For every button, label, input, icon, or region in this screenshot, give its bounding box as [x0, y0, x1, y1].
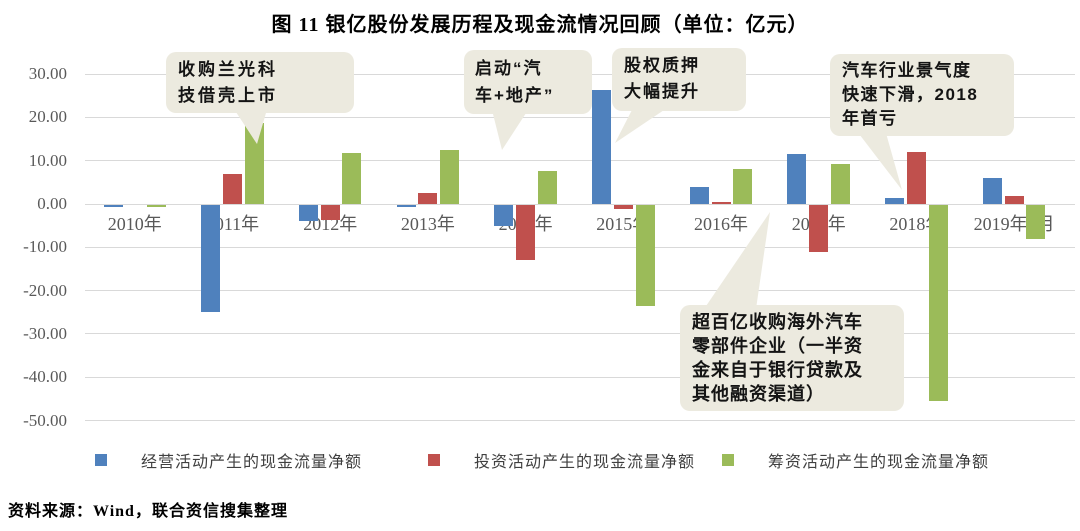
bar-financing-2012年: [342, 152, 362, 204]
bar-financing-2017年: [830, 163, 850, 204]
y-axis-tick-label: 0.00: [37, 194, 67, 213]
gridline: [85, 333, 1075, 335]
y-axis-tick-label: 30.00: [28, 64, 67, 83]
bar-operating-2018年: [885, 197, 905, 204]
gridline: [85, 420, 1075, 422]
bar-financing-2016年: [733, 168, 753, 204]
legend-label-financing: 筹资活动产生的现金流量净额: [768, 454, 990, 471]
y-axis-tick-label: -20.00: [23, 280, 67, 300]
gridline: [85, 376, 1075, 378]
callout-2015-equity-pledge: 股权质押 大幅提升: [612, 48, 746, 111]
bar-operating-2017年: [787, 154, 807, 204]
y-axis-tick-label: 20.00: [28, 107, 67, 127]
bar-operating-2016年: [689, 186, 709, 204]
gridline: [85, 116, 1075, 118]
bar-investing-2017年: [809, 205, 829, 253]
bar-investing-2018年: [906, 151, 926, 204]
legend-item-investing: 投资活动产生的现金流量净额: [428, 448, 695, 472]
bar-investing-2012年: [320, 205, 340, 221]
bar-operating-2019年9月: [982, 178, 1002, 204]
bar-operating-2011年: [201, 205, 221, 313]
gridline: [85, 160, 1075, 162]
y-axis-tick-label: -30.00: [23, 323, 67, 343]
chart-title: 图 11 银亿股份发展历程及现金流情况回顾（单位：亿元）: [271, 14, 809, 36]
callout-2017-overseas-acquisition: 超百亿收购海外汽车 零部件企业（一半资 金来自于银行贷款及 其他融资渠道）: [680, 305, 904, 412]
legend-swatch-investing: [428, 454, 440, 466]
y-axis-tick-label: 10.00: [28, 150, 67, 170]
legend-label-investing: 投资活动产生的现金流量净额: [474, 454, 696, 471]
bar-operating-2013年: [396, 205, 416, 207]
source-note: 资料来源：Wind，联合资信搜集整理: [8, 503, 288, 520]
x-axis-category-label: 2019年9月: [973, 214, 1055, 234]
legend: 经营活动产生的现金流量净额 投资活动产生的现金流量净额 筹资活动产生的现金流量净…: [0, 448, 1080, 472]
legend-item-operating: 经营活动产生的现金流量净额: [95, 448, 362, 472]
callout-2018-auto-downturn: 汽车行业景气度 快速下滑，2018 年首亏: [830, 54, 1014, 137]
y-axis-tick-label: -50.00: [23, 410, 67, 430]
x-axis-category-label: 2010年: [107, 214, 162, 234]
legend-swatch-operating: [95, 454, 107, 466]
bar-investing-2014年: [516, 205, 536, 261]
callout-2011-backdoor-listing: 收购兰光科 技借壳上市: [166, 52, 354, 113]
y-axis-tick-label: -40.00: [23, 367, 67, 387]
bar-financing-2011年: [244, 123, 264, 204]
callout-2014-auto-plus-realestate: 启动“汽 车+地产”: [464, 50, 592, 115]
bar-investing-2019年9月: [1004, 195, 1024, 204]
bar-financing-2014年: [537, 170, 557, 204]
bar-financing-2015年: [635, 205, 655, 307]
bar-operating-2010年: [103, 205, 123, 208]
legend-swatch-financing: [722, 454, 734, 466]
bar-investing-2011年: [223, 174, 242, 204]
y-axis-tick-label: -10.00: [23, 237, 67, 257]
bar-financing-2018年: [928, 205, 948, 401]
bar-investing-2013年: [418, 192, 438, 204]
legend-label-operating: 经营活动产生的现金流量净额: [141, 454, 363, 471]
x-axis-category-label: 2013年: [400, 214, 455, 234]
bar-operating-2015年: [592, 89, 612, 204]
bar-financing-2010年: [147, 205, 167, 207]
gridline: [85, 290, 1075, 292]
bar-investing-2016年: [711, 201, 731, 204]
gridline: [85, 203, 1075, 205]
gridline: [85, 246, 1075, 248]
bar-investing-2015年: [613, 205, 633, 210]
bar-financing-2013年: [440, 150, 460, 204]
bar-financing-2019年9月: [1026, 205, 1046, 240]
bar-operating-2014年: [494, 205, 514, 227]
bar-operating-2012年: [298, 205, 318, 222]
legend-item-financing: 筹资活动产生的现金流量净额: [722, 448, 989, 472]
